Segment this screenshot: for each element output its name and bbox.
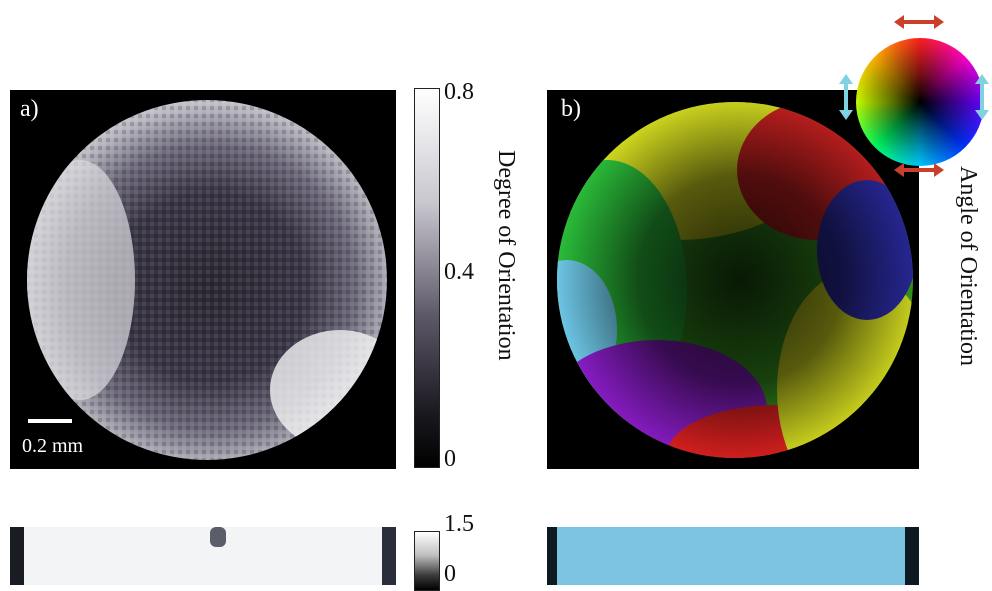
scale-bar-label: 0.2 mm <box>22 435 84 457</box>
colorbar-bottom-min: 0 <box>444 561 456 587</box>
colorbar-top-max: 0.8 <box>444 79 474 105</box>
panel-b-label: b) <box>561 96 581 122</box>
panel-a-map <box>27 100 387 460</box>
panel-d-image <box>547 527 919 585</box>
colorbar-top-title: Degree of Orientation <box>493 150 519 361</box>
colorbar-top-min: 0 <box>444 446 456 472</box>
arrow-vertical-right-icon <box>975 74 989 120</box>
panel-c-image <box>10 527 396 585</box>
panel-b-image: b) <box>547 90 919 469</box>
colorbar-bottom-max: 1.5 <box>444 511 474 537</box>
arrow-vertical-left-icon <box>839 74 853 120</box>
panel-b-map <box>557 102 913 458</box>
arrow-horizontal-top-icon <box>894 15 944 29</box>
panel-a-image: a) 0.2 mm <box>10 90 396 469</box>
color-wheel <box>856 38 984 166</box>
panel-a-label: a) <box>20 96 39 122</box>
colorbar-degree <box>414 88 440 468</box>
color-wheel-title: Angle of Orientation <box>955 166 981 366</box>
arrow-horizontal-bottom-icon <box>894 163 944 177</box>
colorbar-bottom <box>414 531 440 591</box>
scale-bar <box>28 419 72 423</box>
colorbar-top-mid: 0.4 <box>444 259 474 285</box>
